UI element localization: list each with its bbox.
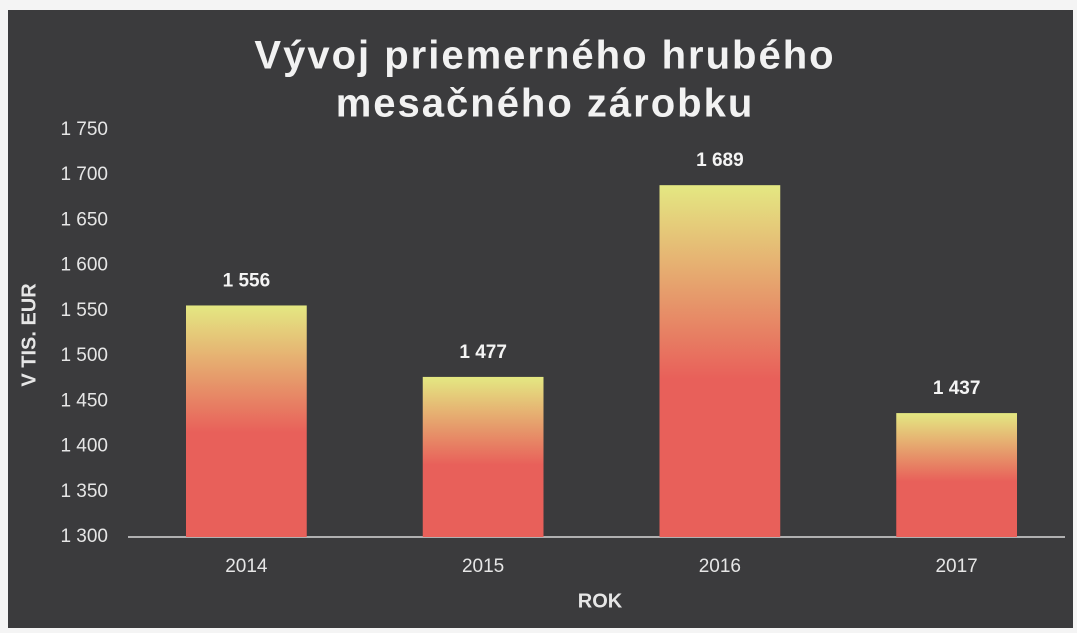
y-tick-label: 1 750 [60, 119, 108, 140]
bar [659, 185, 781, 537]
y-tick-label: 1 350 [60, 481, 108, 502]
bar [422, 376, 544, 537]
data-label: 1 556 [223, 270, 271, 291]
y-axis-label: V TIS. EUR [18, 283, 40, 387]
x-tick-label: 2014 [225, 556, 268, 577]
y-tick-label: 1 600 [60, 255, 108, 276]
y-tick-label: 1 400 [60, 436, 108, 457]
y-tick-label: 1 700 [60, 164, 108, 185]
y-tick-label: 1 500 [60, 345, 108, 366]
bar [896, 413, 1017, 537]
x-tick-label: 2017 [935, 556, 977, 577]
x-tick-label: 2015 [462, 556, 504, 577]
chart-title: Vývoj priemerného hrubého [254, 34, 835, 78]
data-label: 1 437 [933, 378, 981, 399]
x-axis-label: ROK [578, 590, 623, 612]
bar [186, 305, 307, 537]
y-tick-label: 1 550 [60, 300, 108, 321]
data-label: 1 477 [459, 342, 507, 363]
y-tick-label: 1 450 [60, 390, 108, 411]
y-tick-label: 1 300 [60, 526, 108, 547]
y-tick-label: 1 650 [60, 209, 108, 230]
chart-title: mesačného zárobku [336, 82, 755, 126]
data-label: 1 689 [696, 150, 744, 171]
x-tick-label: 2016 [699, 556, 741, 577]
